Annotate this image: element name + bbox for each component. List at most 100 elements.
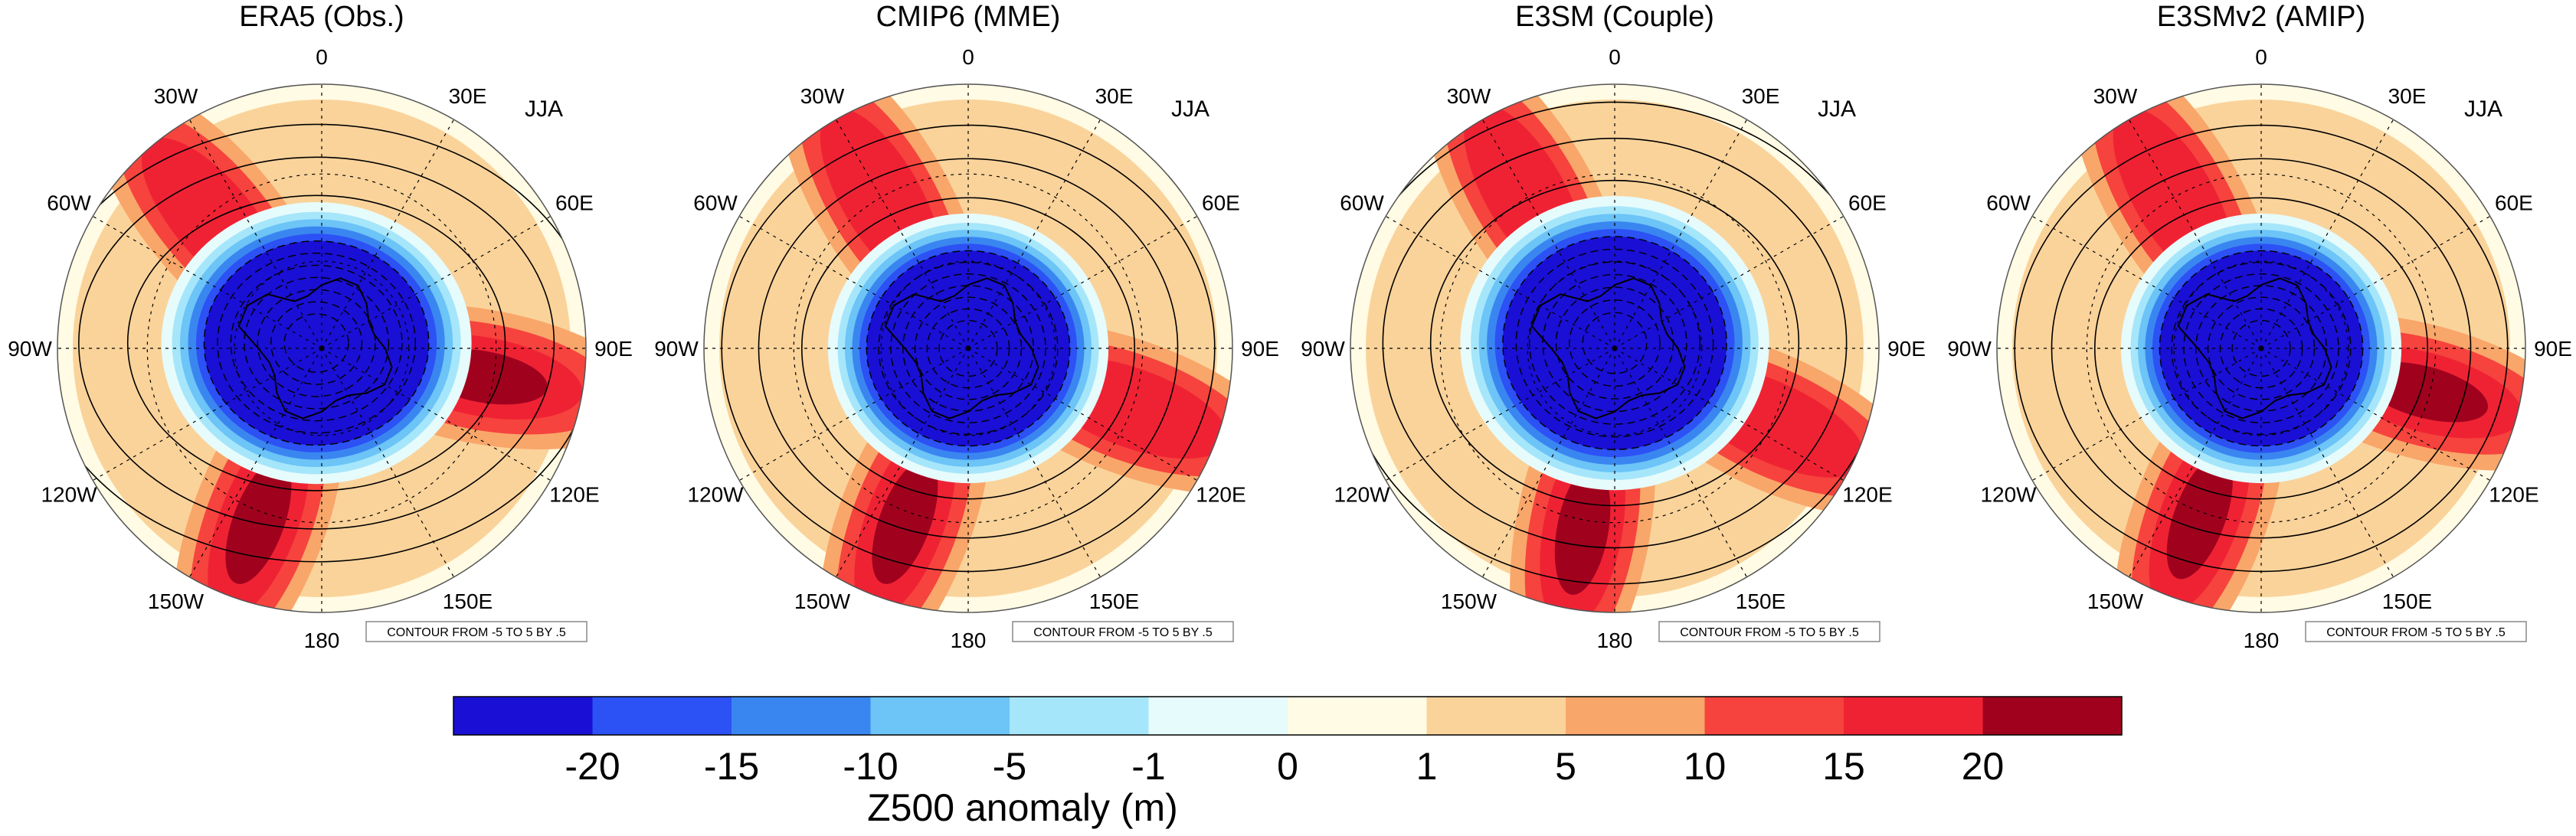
longitude-labels: 0 30E 60E 90E 120E 150E 180 150W 120W 90W 60W 30W <box>8 45 633 652</box>
longitude-label: 0 <box>962 45 974 69</box>
longitude-label: 150W <box>794 589 851 613</box>
positive-contour <box>1429 179 1800 507</box>
longitude-label: 120E <box>1842 483 1892 507</box>
graticule <box>1996 83 2526 613</box>
map-panel-cmip6: CMIP6 (MME) 0 30E 60E 90E 120E 150E 180 150W 120… <box>654 1 1279 652</box>
longitude-label: 90W <box>654 337 699 361</box>
colorbar: -20 -15 -10 -5 -1 0 1 5 10 15 20 Z500 anomaly (m) <box>453 696 2123 829</box>
polar-vortex-band <box>1502 236 1727 450</box>
panel-title: E3SMv2 (AMIP) <box>2157 1 2365 33</box>
colorbar-swatch <box>453 697 593 735</box>
meridian <box>835 119 969 349</box>
panel-title: CMIP6 (MME) <box>876 1 1061 33</box>
longitude-label: 30E <box>1095 84 1134 108</box>
negative-contour <box>2231 319 2291 377</box>
meridian <box>835 348 969 578</box>
longitude-label: 150W <box>2087 589 2144 613</box>
meridian <box>92 348 322 482</box>
polar-vortex-band <box>204 240 429 446</box>
longitude-label: 90E <box>1241 337 1279 361</box>
contour-info-box: CONTOUR FROM -5 TO 5 BY .5 <box>365 621 588 642</box>
negative-contour <box>270 301 363 385</box>
colorbar-swatch <box>1426 697 1566 735</box>
colorbar-tick-label: 5 <box>1555 745 1576 788</box>
longitude-label: 150E <box>443 589 493 613</box>
longitude-label: 60E <box>1202 191 1240 215</box>
colorbar-tick-label: 20 <box>1962 745 2005 788</box>
meridian <box>1385 215 1615 349</box>
colorbar-swatch <box>1010 697 1149 735</box>
colorbar-swatch <box>1982 697 2123 735</box>
negative-contour <box>244 276 390 410</box>
negative-contour <box>1515 248 1714 438</box>
meridian <box>738 348 969 482</box>
contour-info-box: CONTOUR FROM -5 TO 5 BY .5 <box>1658 621 1880 642</box>
colorbar-frame <box>453 696 2123 736</box>
longitude-label: 30E <box>2388 84 2427 108</box>
map-boundary <box>1996 83 2526 613</box>
meridian <box>967 348 1198 482</box>
meridian <box>2031 215 2262 349</box>
meridian <box>2260 348 2394 578</box>
longitude-label: 90W <box>1947 337 1992 361</box>
longitude-label: 150E <box>2382 589 2432 613</box>
negative-contour <box>1542 273 1687 413</box>
colorbar-swatch <box>1148 697 1288 735</box>
contour-info-text: CONTOUR FROM -5 TO 5 BY .5 <box>1033 626 1213 639</box>
longitude-label: 60W <box>1986 191 2031 215</box>
longitude-label: 180 <box>2244 629 2280 652</box>
positive-contour <box>57 123 586 563</box>
meridian <box>967 215 1198 349</box>
negative-contour <box>1529 261 1700 425</box>
season-label: JJA <box>525 96 563 122</box>
colorbar-tick-label: 15 <box>1822 745 1865 788</box>
longitude-label: 30E <box>449 84 487 108</box>
negative-contour <box>938 319 998 377</box>
longitude-label: 60W <box>47 191 91 215</box>
longitude-label: 180 <box>951 629 987 652</box>
contour-info-box: CONTOUR FROM -5 TO 5 BY .5 <box>2305 621 2527 642</box>
negative-contour <box>1502 236 1727 450</box>
longitude-label: 180 <box>304 629 340 652</box>
meridian <box>92 215 322 349</box>
map-panel-e3sm-couple: E3SM (Couple) 0 30E 60E 90E 120E 150E 180 150W 1… <box>1301 1 1926 652</box>
longitude-label: 90E <box>1887 337 1926 361</box>
longitude-label: 60E <box>1848 191 1887 215</box>
longitude-label: 120E <box>2489 483 2538 507</box>
longitude-label: 90W <box>1301 337 1345 361</box>
longitude-label: 60E <box>2495 191 2533 215</box>
meridian <box>2031 348 2262 482</box>
meridian <box>188 348 322 578</box>
meridian <box>2260 348 2491 482</box>
colorbar-tick-label: -20 <box>565 745 620 788</box>
longitude-label: 60W <box>1340 191 1384 215</box>
high-south-pacific-band <box>225 460 292 584</box>
map-boundary <box>703 83 1233 613</box>
negative-contour <box>203 240 430 446</box>
longitude-labels: 0 30E 60E 90E 120E 150E 180 150W 120W 90W 60W 30W <box>654 45 1279 652</box>
season-label: JJA <box>1171 96 1209 122</box>
longitude-label: 120W <box>1980 483 2037 507</box>
longitude-label: 120W <box>41 483 97 507</box>
high-south-pacific-band <box>872 460 938 584</box>
longitude-label: 90W <box>8 337 52 361</box>
longitude-label: 90E <box>2534 337 2572 361</box>
negative-contour <box>914 296 1023 400</box>
latitude-circle <box>146 173 497 524</box>
positive-contour <box>78 156 555 530</box>
colorbar-swatch <box>732 697 871 735</box>
season-label: JJA <box>2464 96 2502 122</box>
longitude-label: 120E <box>549 483 599 507</box>
longitude-label: 150E <box>1736 589 1786 613</box>
meridian <box>738 215 969 349</box>
season-label: JJA <box>1818 96 1856 122</box>
negative-contour <box>2207 296 2316 400</box>
high-south-pacific-band <box>1554 465 1611 595</box>
colorbar-swatch <box>1704 697 1844 735</box>
meridian <box>967 348 1101 578</box>
longitude-label: 150W <box>1441 589 1497 613</box>
colorbar-swatch <box>1288 697 1427 735</box>
longitude-label: 30W <box>800 84 845 108</box>
meridian <box>321 215 552 349</box>
panel-title: E3SM (Couple) <box>1515 1 1714 33</box>
